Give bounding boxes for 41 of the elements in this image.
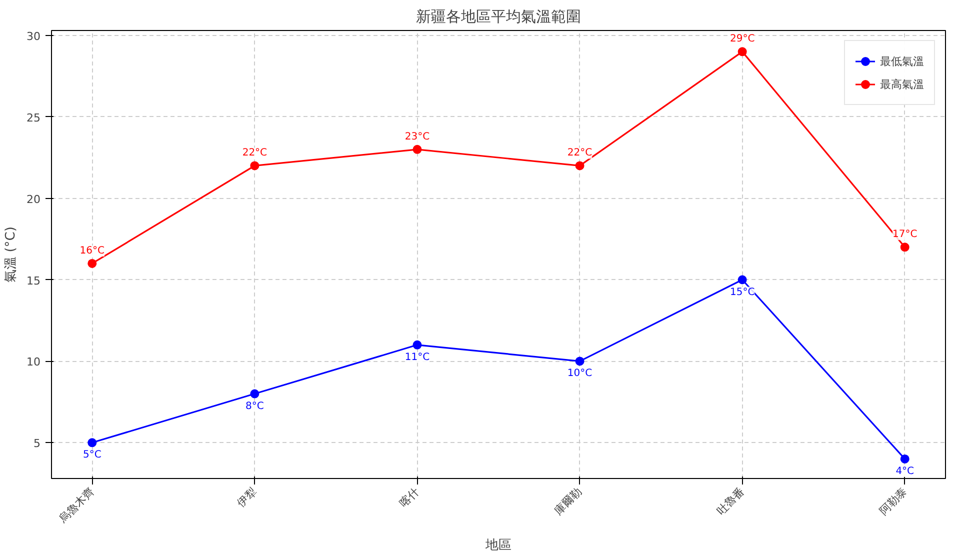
- point: [738, 47, 747, 56]
- legend-label: 最高氣溫: [880, 76, 924, 92]
- point: [250, 161, 260, 170]
- y-tick-label: 30: [26, 30, 41, 43]
- x-axis-title: 地區: [484, 538, 512, 553]
- data-label: 17°C: [892, 229, 918, 240]
- data-label: 22°C: [242, 148, 268, 159]
- y-tick-label: 25: [26, 111, 41, 124]
- point: [900, 242, 910, 252]
- y-axis-title: 氣溫 (°C): [4, 226, 19, 282]
- x-tick-label: 烏魯木齊: [56, 484, 97, 526]
- point: [88, 258, 97, 268]
- y-tick-label: 5: [34, 437, 40, 450]
- y-tick-label: 10: [26, 356, 41, 369]
- x-tick-label: 伊犁: [234, 484, 260, 510]
- y-tick-label: 20: [26, 192, 41, 206]
- point: [412, 340, 422, 350]
- data-label: 8°C: [246, 400, 264, 412]
- data-label: 5°C: [82, 450, 102, 461]
- data-label: 10°C: [567, 368, 592, 380]
- x-tick-label: 阿勒泰: [876, 484, 910, 518]
- chart-title: 新疆各地區平均氣溫範圍: [416, 8, 581, 26]
- data-label: 23°C: [404, 131, 430, 142]
- data-label: 22°C: [567, 148, 592, 159]
- data-label: 29°C: [730, 34, 755, 45]
- point: [738, 275, 747, 284]
- x-tick-label: 喀什: [397, 484, 422, 510]
- point: [250, 389, 260, 398]
- point: [900, 454, 910, 464]
- x-tick-label: 庫爾勒: [552, 484, 584, 518]
- data-label: 16°C: [80, 245, 105, 256]
- x-tick-label: 吐魯番: [714, 484, 747, 518]
- data-label: 4°C: [896, 466, 914, 477]
- point: [575, 356, 584, 366]
- data-label: 11°C: [404, 352, 430, 363]
- point: [88, 438, 97, 448]
- point: [412, 144, 422, 154]
- legend-label: 最低氣溫: [880, 54, 924, 68]
- y-tick-label: 15: [26, 274, 41, 288]
- data-label: 15°C: [730, 286, 755, 298]
- point: [575, 161, 584, 170]
